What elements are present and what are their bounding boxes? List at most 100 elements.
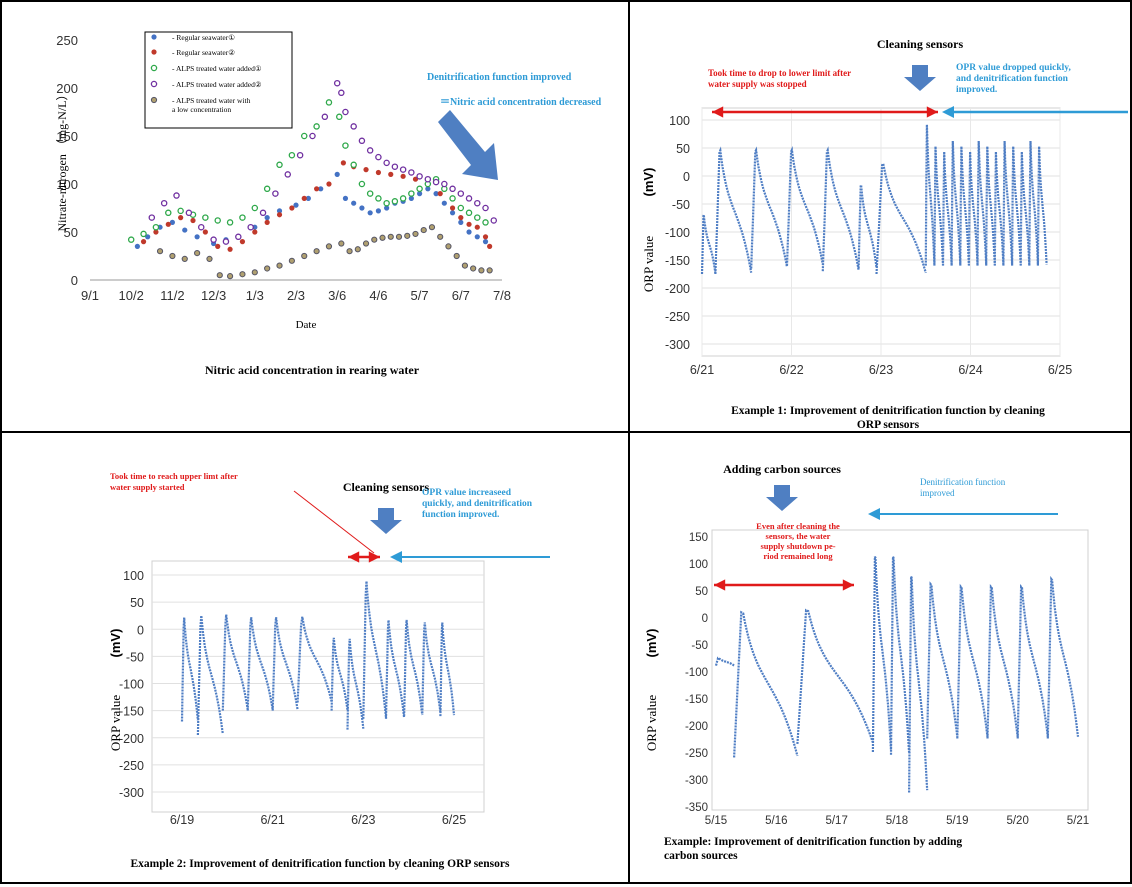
x-tick-label: 5/17 [825,815,847,827]
data-point-blue [293,202,299,208]
data-point-blue [384,205,390,211]
orp-trace [346,638,365,730]
data-point-blue [441,200,447,206]
data-point-purple [432,178,440,186]
orp-trace [933,146,945,266]
orp-trace [384,620,406,719]
data-point-gray [395,233,403,240]
x-tick-label: 6/25 [442,813,466,827]
data-point-green [263,185,271,193]
legend-marker-blue [151,34,157,40]
y-tick-label: -300 [665,338,690,352]
data-point-green [366,190,374,197]
data-point-green [202,214,209,221]
y-tick-label: 100 [123,569,144,583]
data-point-purple [222,238,230,245]
data-point-green [482,219,489,226]
red-double-arrow-head-left [712,106,724,118]
data-point-blue [449,210,456,216]
x-tick-label: 3/6 [328,288,346,303]
data-point-blue [334,171,340,177]
data-point-gray [239,271,246,278]
cleaning-arrow [904,65,936,91]
data-point-green [165,209,172,217]
data-point-purple [399,166,407,173]
x-tick-label: 6/19 [170,813,194,827]
y-tick-label: 200 [56,81,78,96]
y-tick-label: -200 [665,282,690,296]
data-point-gray [371,236,378,243]
data-point-purple [284,171,292,178]
orp-trace [296,616,333,703]
note-red: Took time to drop to lower limit after wa… [708,68,851,89]
orp-trace [871,556,893,753]
y-tick-label: -300 [685,775,708,787]
data-point-blue [169,219,175,225]
data-point-green [383,199,390,207]
x-tick-label: 6/7 [452,288,470,303]
red-double-arrow-head-right [926,106,938,118]
data-point-red [178,215,184,221]
y-tick-label: -200 [119,732,144,746]
data-point-purple [210,236,217,243]
y-tick-label: 100 [689,559,708,571]
y-tick-label: -250 [119,759,144,773]
y-tick-label: 0 [71,273,78,288]
data-point-purple [333,79,341,87]
data-point-red [239,239,246,245]
orp-trace [857,184,878,269]
panel-caption: Example 2: Improvement of denitrificatio… [131,858,510,870]
x-tick-label: 1/3 [246,288,264,303]
x-tick-label: 6/21 [690,363,714,377]
data-point-gray [251,269,258,276]
data-point-red [264,219,270,225]
orp-trace [976,140,988,266]
data-point-blue [474,234,480,240]
data-point-purple [235,233,242,241]
data-point-gray [226,273,234,280]
data-point-red [474,224,480,230]
data-point-gray [404,232,411,239]
carbon-label: Adding carbon sources [723,462,841,476]
carbon-arrow [766,485,798,511]
data-point-red [140,239,147,245]
data-point-red [202,229,208,235]
panel-caption: Example: Improvement of denitrification … [664,836,962,862]
data-point-green [474,214,481,221]
x-tick-label: 5/18 [886,815,908,827]
data-point-purple [375,153,382,161]
data-point-purple [309,132,316,140]
y-tick-label: 50 [64,225,78,240]
data-point-blue [466,229,472,235]
data-point-red [301,195,307,201]
data-point-red [437,191,443,197]
y-axis-unit: (mV) [644,629,659,658]
data-point-red [215,243,221,249]
x-tick-label: 6/24 [958,363,982,377]
y-tick-label: -250 [665,310,690,324]
data-point-purple [338,89,345,97]
data-point-blue [194,234,200,240]
orp-chart-carbon: 150 100 50 0 -50 -100 -150 -200 -250 -300 -3505/15… [644,462,1089,862]
data-point-gray [412,230,419,238]
orp-trace [439,622,456,717]
data-point-red [400,173,406,179]
panel-caption: Nitric acid concentration in rearing wat… [205,363,420,377]
y-tick-label: -50 [691,640,708,652]
data-point-gray [206,255,213,262]
orp-trace [700,214,717,275]
data-point-green [152,223,160,231]
y-tick-label: -50 [126,650,144,664]
orp-trace [1016,583,1049,739]
data-point-green [140,230,147,238]
data-point-purple [465,195,473,202]
orp-trace [403,619,424,717]
orp-trace [246,617,274,711]
x-tick-label: 10/2 [119,288,144,303]
legend-entry: - ALPS treated water added② [172,80,262,89]
data-point-purple [247,223,254,231]
data-point-purple [342,108,349,116]
panel-example2: 100 50 0 -50 -100 -150 -200 -250 -300 6/19 6/21 6/2… [0,431,630,884]
y-axis-label: ORP value [644,695,659,751]
data-point-blue [433,191,439,197]
